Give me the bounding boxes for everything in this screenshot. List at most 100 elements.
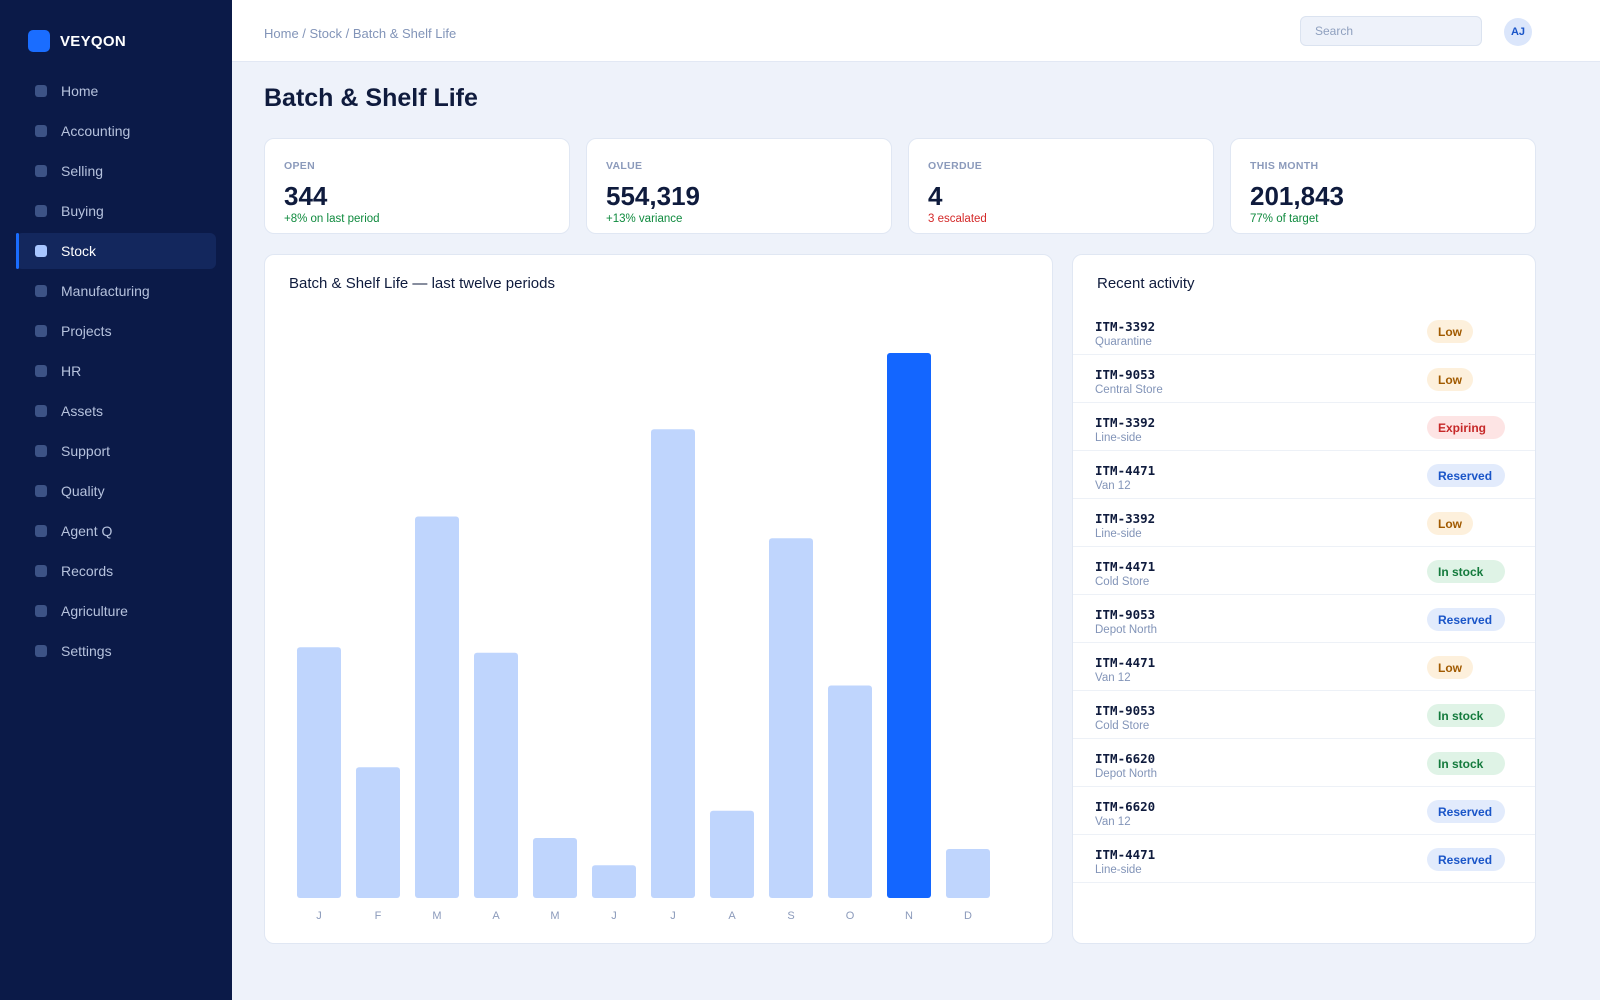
activity-card: Recent activity ITM-3392 Quarantine Low ITM… [1072, 254, 1536, 944]
chart-bar-4[interactable] [533, 838, 577, 898]
brand[interactable]: VEYQON [28, 30, 126, 52]
item-location: Quarantine [1095, 336, 1152, 348]
sidebar-item-selling[interactable]: Selling [16, 153, 216, 189]
chart-bar-9[interactable] [828, 685, 872, 898]
chart-bar-11[interactable] [946, 848, 990, 898]
chart-bar-7[interactable] [710, 810, 754, 898]
item-id: ITM-6620 [1095, 799, 1156, 814]
sidebar-item-support[interactable]: Support [16, 433, 216, 469]
status-badge: Reserved [1427, 848, 1505, 871]
chart-bar-6[interactable] [651, 429, 695, 898]
kpi-card-value[interactable]: VALUE 554,319 +13% variance [586, 138, 892, 234]
sidebar-item-label: Settings [61, 643, 112, 659]
chart-bar-3[interactable] [474, 652, 518, 898]
stock-icon [35, 245, 47, 257]
sidebar-item-buying[interactable]: Buying [16, 193, 216, 229]
chart-bar-2[interactable] [415, 516, 459, 899]
x-tick-label: F [375, 910, 382, 922]
activity-row[interactable]: ITM-4471 Van 12 Low [1073, 643, 1535, 691]
sidebar-item-label: Projects [61, 323, 112, 339]
chart-bar-10[interactable] [887, 353, 931, 898]
breadcrumb[interactable]: Home / Stock / Batch & Shelf Life [264, 26, 457, 41]
sidebar-item-label: Agriculture [61, 603, 128, 619]
activity-row[interactable]: ITM-6620 Depot North In stock [1073, 739, 1535, 787]
status-badge: Low [1427, 320, 1473, 343]
kpi-label: THIS MONTH [1250, 160, 1319, 172]
sidebar-item-label: Agent Q [61, 523, 113, 539]
x-tick-label: J [670, 910, 676, 922]
kpi-card-open[interactable]: OPEN 344 +8% on last period [264, 138, 570, 234]
item-location: Line-side [1095, 528, 1142, 540]
sidebar-item-accounting[interactable]: Accounting [16, 113, 216, 149]
chart-bar-8[interactable] [769, 538, 813, 898]
status-badge: In stock [1427, 752, 1505, 775]
kpi-note: 3 escalated [928, 213, 987, 225]
sidebar-item-agent-q[interactable]: Agent Q [16, 513, 216, 549]
activity-row[interactable]: ITM-4471 Van 12 Reserved [1073, 451, 1535, 499]
status-badge: Low [1427, 512, 1473, 535]
activity-row[interactable]: ITM-6620 Van 12 Reserved [1073, 787, 1535, 835]
item-id: ITM-4471 [1095, 655, 1156, 670]
kpi-note: +13% variance [606, 213, 683, 225]
page-title: Batch & Shelf Life [264, 84, 478, 112]
item-location: Depot North [1095, 768, 1158, 780]
activity-row[interactable]: ITM-3392 Line-side Expiring [1073, 403, 1535, 451]
sidebar-nav: Home Accounting Selling Buying Stock Manufact… [16, 73, 216, 673]
sidebar-item-label: Home [61, 83, 99, 99]
chart-bar-1[interactable] [356, 767, 400, 898]
activity-row[interactable]: ITM-3392 Quarantine Low [1073, 307, 1535, 355]
kpi-value: 201,843 [1250, 181, 1344, 211]
sidebar-item-quality[interactable]: Quality [16, 473, 216, 509]
item-location: Van 12 [1095, 672, 1131, 684]
activity-title: Recent activity [1097, 275, 1195, 292]
x-tick-label: A [728, 910, 736, 922]
sidebar-item-manufacturing[interactable]: Manufacturing [16, 273, 216, 309]
sidebar-item-assets[interactable]: Assets [16, 393, 216, 429]
activity-row[interactable]: ITM-9053 Depot North Reserved [1073, 595, 1535, 643]
sidebar-item-stock[interactable]: Stock [16, 233, 216, 269]
activity-row[interactable]: ITM-9053 Central Store Low [1073, 355, 1535, 403]
kpi-label: VALUE [606, 160, 643, 172]
item-location: Van 12 [1095, 480, 1131, 492]
sidebar-item-label: HR [61, 363, 82, 379]
x-tick-label: N [905, 910, 913, 922]
kpi-card-overdue[interactable]: OVERDUE 4 3 escalated [908, 138, 1214, 234]
avatar[interactable]: AJ [1504, 18, 1532, 46]
x-tick-label: S [787, 910, 794, 922]
agent-q-icon [35, 525, 47, 537]
sidebar-item-label: Stock [61, 243, 97, 259]
buying-icon [35, 205, 47, 217]
x-tick-label: M [432, 910, 441, 922]
x-tick-label: D [964, 910, 972, 922]
item-location: Depot North [1095, 624, 1158, 636]
sidebar-item-label: Manufacturing [61, 283, 150, 299]
kpi-label: OPEN [284, 160, 315, 172]
sidebar-item-agriculture[interactable]: Agriculture [16, 593, 216, 629]
status-badge: Expiring [1427, 416, 1505, 439]
sidebar-item-settings[interactable]: Settings [16, 633, 216, 669]
item-id: ITM-9053 [1095, 367, 1156, 382]
records-icon [35, 565, 47, 577]
kpi-card-this-month[interactable]: THIS MONTH 201,843 77% of target [1230, 138, 1536, 234]
quality-icon [35, 485, 47, 497]
status-badge: Reserved [1427, 464, 1505, 487]
item-id: ITM-4471 [1095, 847, 1156, 862]
activity-row[interactable]: ITM-3392 Line-side Low [1073, 499, 1535, 547]
item-id: ITM-3392 [1095, 511, 1156, 526]
x-tick-label: J [316, 910, 322, 922]
chart-bar-5[interactable] [592, 865, 636, 898]
status-badge: In stock [1427, 704, 1505, 727]
projects-icon [35, 325, 47, 337]
search-input[interactable] [1300, 16, 1482, 46]
sidebar-item-home[interactable]: Home [16, 73, 216, 109]
sidebar-item-projects[interactable]: Projects [16, 313, 216, 349]
sidebar-item-hr[interactable]: HR [16, 353, 216, 389]
item-id: ITM-4471 [1095, 463, 1156, 478]
chart-bar-0[interactable] [297, 647, 341, 898]
activity-row[interactable]: ITM-9053 Cold Store In stock [1073, 691, 1535, 739]
activity-row[interactable]: ITM-4471 Line-side Reserved [1073, 835, 1535, 883]
topbar: Home / Stock / Batch & Shelf Life AJ [232, 0, 1600, 62]
activity-row[interactable]: ITM-4471 Cold Store In stock [1073, 547, 1535, 595]
sidebar-item-records[interactable]: Records [16, 553, 216, 589]
